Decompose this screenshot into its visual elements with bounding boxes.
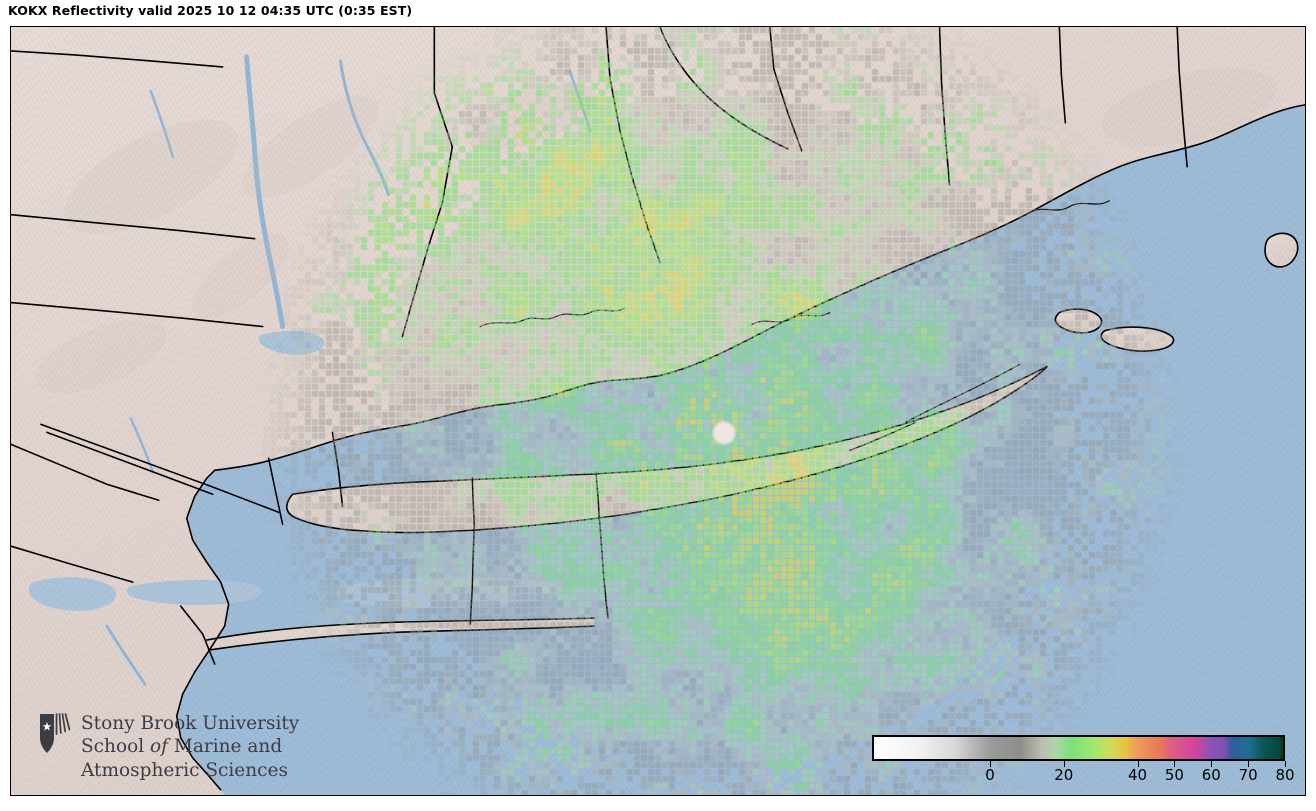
logo-line-2-italic: of	[150, 736, 169, 758]
logo-line-2-a: School	[81, 736, 151, 758]
logo-line-3: Atmospheric Sciences	[81, 759, 288, 781]
colorbar-tick-label: 50	[1164, 766, 1184, 784]
logo-line-2-b: Marine and	[168, 736, 283, 758]
colorbar-tick-label: 0	[985, 766, 995, 784]
logo-line-2: School of Marine and	[81, 735, 299, 758]
colorbar-tick-label: 60	[1201, 766, 1221, 784]
colorbar-tick	[990, 761, 991, 767]
colorbar-tick-label: 20	[1054, 766, 1074, 784]
colorbar-tick	[1137, 761, 1139, 767]
page-title: KOKX Reflectivity valid 2025 10 12 04:35…	[8, 3, 413, 18]
colorbar-tick-label: 40	[1127, 766, 1148, 784]
radar-echo-layer	[11, 27, 1305, 795]
colorbar-tick	[1211, 761, 1213, 767]
colorbar-tick-label: 70	[1238, 766, 1258, 784]
logo-text: Stony Brook University School of Marine …	[81, 712, 299, 782]
logo-line-1: Stony Brook University	[81, 713, 300, 734]
colorbar: 0 20 40 50 60 70 80	[862, 728, 1295, 790]
colorbar-gradient	[874, 737, 1283, 759]
colorbar-tick	[1174, 761, 1176, 767]
colorbar-tick	[1063, 761, 1065, 767]
stony-brook-logo: Stony Brook University School of Marine …	[38, 712, 299, 782]
colorbar-tick	[1285, 761, 1286, 767]
colorbar-gradient-box	[872, 735, 1285, 761]
map-frame[interactable]	[10, 26, 1306, 796]
colorbar-tick	[1248, 761, 1250, 767]
colorbar-tick-label: 80	[1275, 766, 1295, 784]
map-canvas[interactable]	[11, 27, 1305, 795]
stony-brook-shield-icon	[40, 713, 71, 753]
